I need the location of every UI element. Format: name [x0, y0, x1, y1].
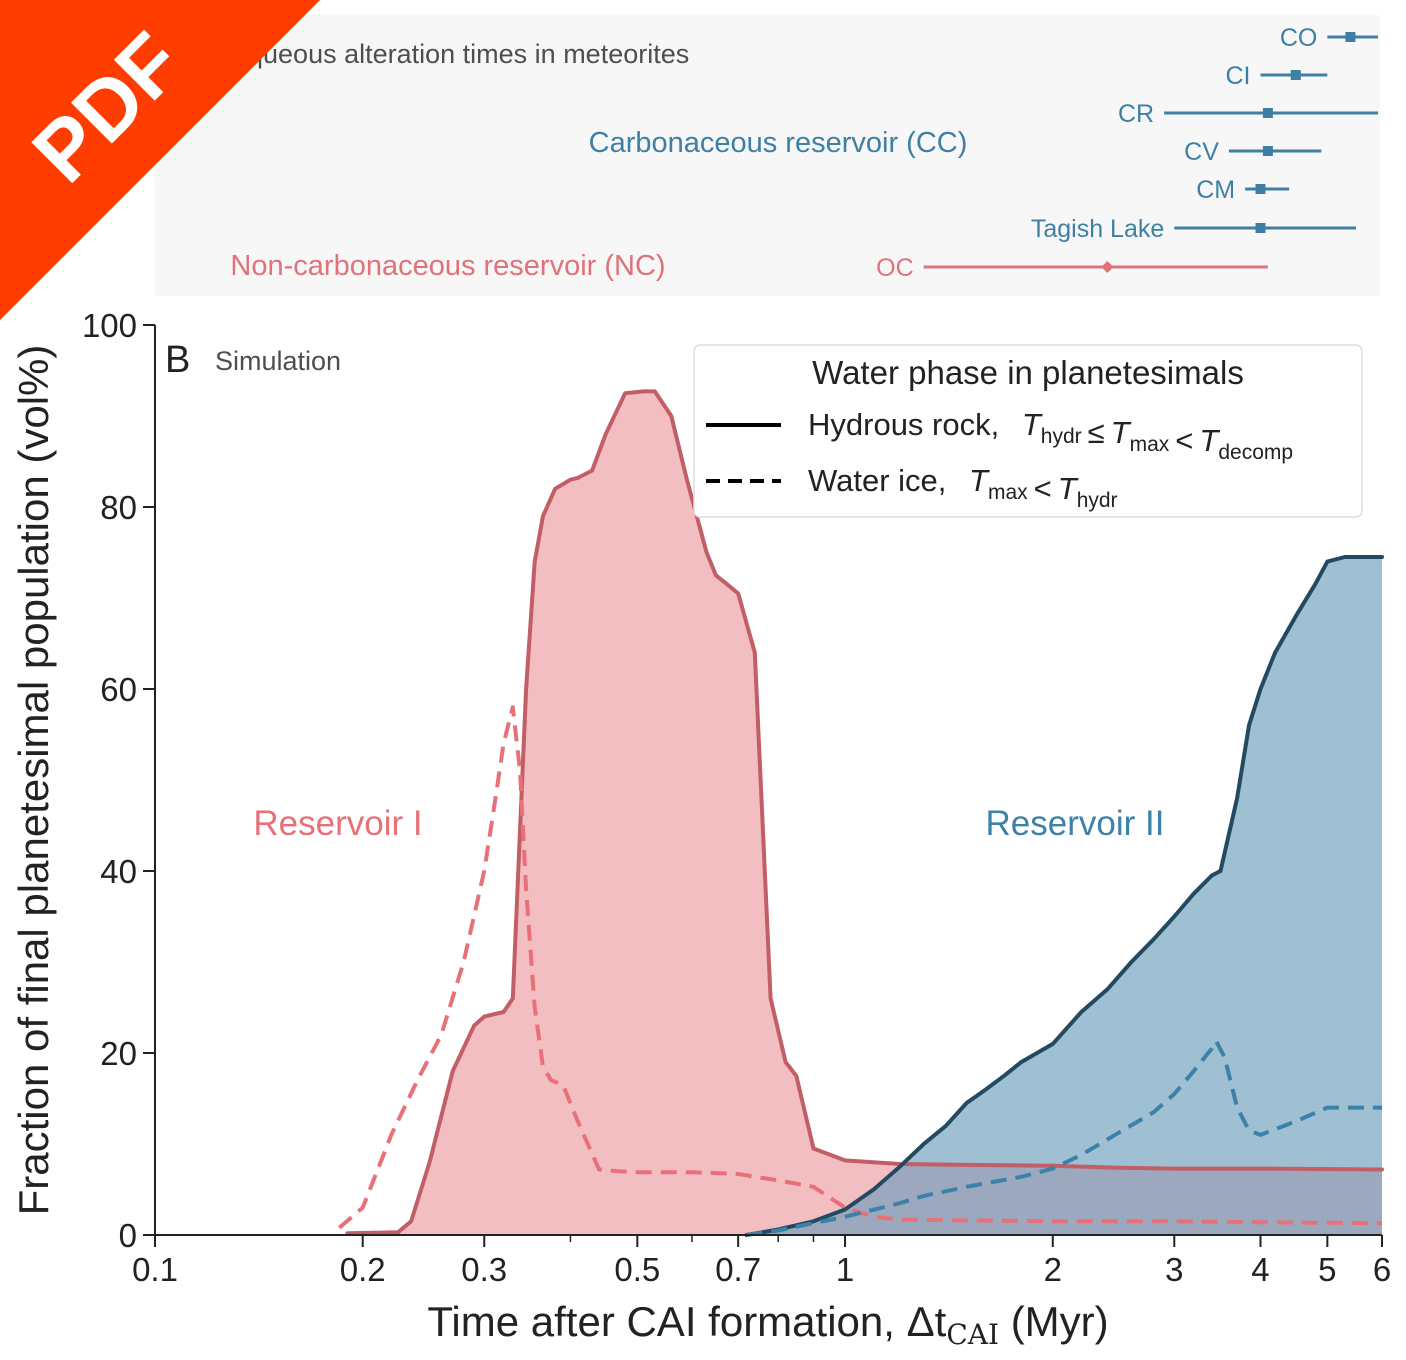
- line-res2-hydrous: [744, 555, 1384, 1237]
- meteorite-marker: [1290, 70, 1301, 80]
- meteorite-row-cm: CM: [1196, 176, 1290, 204]
- x-tick-label: 1: [836, 1251, 854, 1288]
- annotation-reservoir-i: Reservoir I: [253, 804, 422, 843]
- x-tick-label: 6: [1373, 1251, 1391, 1288]
- meteorite-row-co: CO: [1280, 24, 1378, 52]
- meteorite-marker: [1255, 184, 1266, 194]
- line-res1-ice: [338, 705, 1383, 1230]
- line-res2-ice: [746, 1039, 1382, 1237]
- x-tick-label: 3: [1165, 1251, 1183, 1288]
- x-axis-label-subscript: CAI: [946, 1318, 999, 1351]
- legend-math-subscript: max: [988, 481, 1028, 504]
- meteorite-marker: [1262, 146, 1273, 156]
- x-tick-label: 0.5: [614, 1251, 660, 1288]
- meteorite-row-tagish-lake: Tagish Lake: [1031, 215, 1356, 243]
- legend-entry-water-ice-label: Water ice,: [808, 463, 946, 498]
- meteorite-label: Tagish Lake: [1031, 215, 1164, 243]
- area-res2-hydrous: [746, 557, 1382, 1235]
- legend-math-operator: <: [1034, 471, 1052, 506]
- legend-math-symbol: T: [1199, 423, 1220, 458]
- legend-math-subscript: max: [1130, 433, 1170, 456]
- legend-entry-hydrous-rock: Hydrous rock, Thydr ≤ Tmax < Tdecomp: [808, 407, 1293, 464]
- y-tick-label: 40: [100, 853, 137, 890]
- meteorite-marker: [1255, 223, 1266, 233]
- area-res1-hydrous: [347, 391, 1382, 1235]
- alteration-panel-title: Aqueous alteration times in meteorites: [230, 39, 689, 69]
- pdf-badge: PDF: [0, 0, 330, 330]
- x-axis-label-main: Time after CAI formation, Δt: [427, 1298, 946, 1345]
- series-lines: [338, 389, 1384, 1237]
- meteorite-row-cv: CV: [1184, 138, 1322, 166]
- chart-b: 0.1 0.2 0.3 0.5 0.7 1 2 3 4 5 6 0 20 40 60 80 100 Time …: [10, 307, 1391, 1351]
- meteorite-label: CI: [1225, 62, 1250, 90]
- legend-title: Water phase in planetesimals: [812, 354, 1244, 391]
- legend-math-symbol: T: [1022, 407, 1043, 442]
- y-tick-label: 80: [100, 489, 137, 526]
- legend-entry-hydrous-rock-label: Hydrous rock,: [808, 407, 999, 442]
- area-fills: [347, 391, 1382, 1235]
- legend-math-symbol: T: [969, 463, 990, 498]
- legend-entry-water-ice: Water ice, Tmax < Thydr: [808, 463, 1118, 512]
- legend: Water phase in planetesimals Hydrous roc…: [693, 344, 1363, 518]
- x-ticks: 0.1 0.2 0.3 0.5 0.7 1 2 3 4 5 6: [132, 1235, 1391, 1288]
- legend-math-subscript: hydr: [1041, 425, 1082, 448]
- axes: 0.1 0.2 0.3 0.5 0.7 1 2 3 4 5 6 0 20 40 60 80 100: [82, 307, 1391, 1288]
- x-tick-label: 4: [1251, 1251, 1269, 1288]
- meteorite-marker: [1345, 32, 1356, 42]
- x-axis-label-unit: (Myr): [999, 1298, 1109, 1345]
- y-tick-label: 20: [100, 1035, 137, 1072]
- x-tick-label: 2: [1044, 1251, 1062, 1288]
- x-tick-label: 0.7: [715, 1251, 761, 1288]
- meteorite-label: CO: [1280, 24, 1318, 52]
- alteration-panel-bg: [155, 15, 1380, 296]
- alteration-panel: Aqueous alteration times in meteorites C…: [155, 15, 1380, 296]
- x-axis-label: Time after CAI formation, ΔtCAI (Myr): [427, 1298, 1108, 1351]
- x-tick-label: 0.1: [132, 1251, 178, 1288]
- line-res1-hydrous: [345, 389, 1384, 1236]
- meteorite-row-cr: CR: [1118, 100, 1378, 128]
- meteorite-marker: [1101, 261, 1114, 273]
- legend-frame: [693, 344, 1363, 518]
- nc-reservoir-label: Non-carbonaceous reservoir (NC): [230, 250, 665, 282]
- legend-math-subscript: hydr: [1077, 489, 1118, 512]
- meteorite-label: CR: [1118, 100, 1154, 128]
- x-tick-label: 0.2: [340, 1251, 386, 1288]
- x-tick-label: 5: [1318, 1251, 1336, 1288]
- y-axis-label: Fraction of final planetesimal populatio…: [10, 345, 57, 1216]
- meteorite-label: CV: [1184, 138, 1219, 166]
- meteorite-label: CM: [1196, 176, 1235, 204]
- y-ticks: 0 20 40 60 80 100: [82, 307, 155, 1254]
- y-tick-label: 60: [100, 671, 137, 708]
- panel-note: Simulation: [215, 346, 341, 376]
- pdf-badge-triangle: [0, 0, 320, 320]
- meteorite-rows: CO CI CR CV CM Tagish Lake OC: [876, 24, 1378, 282]
- x-tick-label: 0.3: [461, 1251, 507, 1288]
- panel-letter: B: [165, 339, 190, 381]
- y-tick-label: 100: [82, 307, 137, 344]
- y-tick-label: 0: [119, 1217, 137, 1254]
- meteorite-label: OC: [876, 254, 914, 282]
- pdf-badge-shape: PDF: [0, 0, 320, 320]
- legend-math-operator: <: [1175, 423, 1193, 458]
- legend-math-subscript: decomp: [1218, 441, 1293, 464]
- meteorite-marker: [1262, 108, 1273, 118]
- annotation-reservoir-ii: Reservoir II: [986, 804, 1165, 843]
- meteorite-row-oc: OC: [876, 254, 1268, 282]
- legend-math-operator: ≤: [1088, 415, 1105, 450]
- legend-math-symbol: T: [1111, 415, 1132, 450]
- cc-reservoir-label: Carbonaceous reservoir (CC): [589, 127, 968, 159]
- legend-math-symbol: T: [1058, 471, 1079, 506]
- meteorite-row-ci: CI: [1225, 62, 1328, 90]
